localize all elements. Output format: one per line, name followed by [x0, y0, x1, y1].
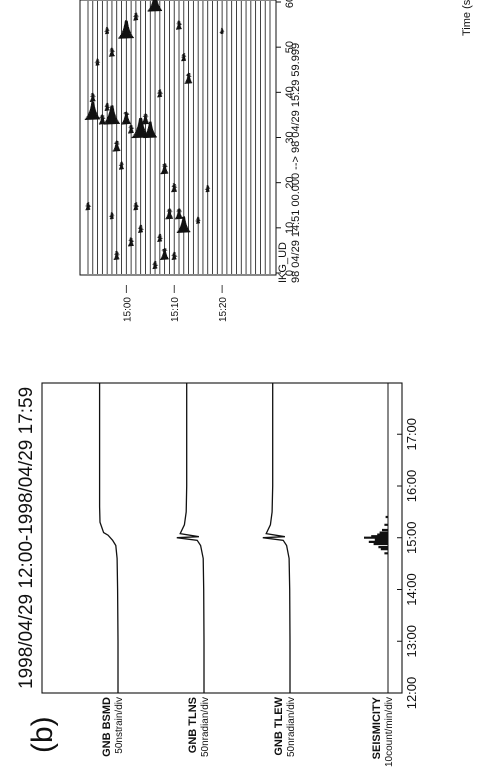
seismic-event [184, 72, 193, 84]
series-line-gnb-tlns [176, 383, 205, 693]
x-tick-label: 17:00 [404, 418, 419, 451]
borehole-series-labels: GNB BSMD 50nstrain/div GNB TLNS 50nradian/d… [101, 696, 395, 767]
seismic-event [121, 111, 131, 125]
seismic-event [98, 114, 106, 125]
seismic-event [118, 161, 125, 170]
x-tick-label: 13:00 [404, 625, 419, 658]
seismogram-x-tick-label: 20 [284, 177, 296, 189]
seismogram-frame [79, 0, 277, 276]
x-tick-label: 12:00 [404, 677, 419, 710]
series-name-label: GNB TLEW [273, 696, 285, 755]
seismic-event [128, 124, 135, 134]
seismogram-time-labels: 15:00 15:10 15:20 [122, 285, 229, 322]
seismic-event [137, 224, 145, 233]
seismogram-x-tick-label: 60 [284, 0, 296, 8]
seismic-event [104, 102, 111, 111]
seismic-event [174, 208, 183, 220]
seismic-event [84, 201, 92, 211]
x-tick-label: 16:00 [404, 470, 419, 503]
seismic-event [171, 251, 178, 260]
seismic-event [103, 105, 120, 125]
seismic-event [103, 26, 110, 35]
series-scale-label: 10count/min/div [384, 697, 395, 767]
borehole-x-ticks: 12:00 13:00 14:00 15:00 16:00 17:00 [397, 418, 419, 709]
seismic-event [132, 201, 140, 211]
seismic-event [131, 117, 150, 139]
seismogram-x-tick-label: 10 [284, 222, 296, 234]
seismic-event [176, 216, 191, 233]
seismic-event [180, 52, 187, 62]
seismogram-x-tick-label: 50 [284, 41, 296, 53]
series-name-label: GNB TLNS [187, 697, 199, 753]
seismic-event [132, 12, 140, 21]
seismic-event [160, 247, 169, 260]
series-line-gnb-tlew [262, 383, 291, 693]
seismic-event [128, 236, 135, 247]
seismic-event [108, 211, 115, 220]
series-name-label: SEISMICITY [371, 696, 383, 759]
seismic-event [94, 58, 101, 66]
seismic-event [113, 250, 121, 260]
seismic-event [156, 88, 164, 98]
seismic-event [112, 140, 121, 152]
borehole-traces [98, 383, 389, 693]
seismic-event [194, 216, 201, 224]
series-scale-label: 50nstrain/div [114, 697, 125, 754]
seismogram-x-label: Time (sec) [461, 0, 473, 36]
series-scale-label: 50nradian/div [286, 697, 297, 757]
panel-label: (b) [26, 716, 59, 753]
seismic-event [171, 182, 178, 193]
seismic-event [89, 92, 97, 102]
seismogram-x-tick-label: 40 [284, 86, 296, 98]
seismic-event [165, 208, 174, 220]
seismic-event [219, 27, 225, 35]
seismic-event [147, 0, 163, 12]
seismic-event [152, 260, 159, 270]
seismogram-time-label: 15:00 [122, 297, 133, 322]
seismogram-subtitle: 98 04/29 14:51 00.000 --> 98 04/29 15:29… [290, 43, 302, 283]
seismic-event [84, 101, 101, 120]
seismic-event [118, 20, 134, 39]
seismic-event [175, 20, 183, 30]
series-line-gnb-bsmd [98, 383, 119, 693]
seismic-event [160, 162, 169, 175]
series-name-label: GNB BSMD [101, 697, 113, 757]
seismic-event [143, 121, 157, 139]
x-tick-label: 15:00 [404, 521, 419, 554]
seismic-event [204, 184, 211, 193]
seismogram-x-ticks: 0 10 20 30 40 50 60 [276, 0, 296, 276]
seismogram-time-label: 15:10 [170, 297, 181, 322]
seismogram-traces [84, 0, 271, 274]
borehole-chart-title: 1998/04/29 12:00-1998/04/29 17:59 [16, 387, 37, 689]
seismogram-time-label: 15:20 [218, 297, 229, 322]
seismogram-x-tick-label: 30 [284, 131, 296, 143]
seismic-event [156, 233, 164, 242]
seismic-event [108, 47, 116, 57]
seismic-event [141, 113, 150, 125]
series-scale-label: 50nradian/div [200, 697, 211, 757]
seismogram-x-tick-label: 0 [284, 270, 296, 276]
seismicity-bars [364, 515, 388, 555]
x-tick-label: 14:00 [404, 573, 419, 606]
